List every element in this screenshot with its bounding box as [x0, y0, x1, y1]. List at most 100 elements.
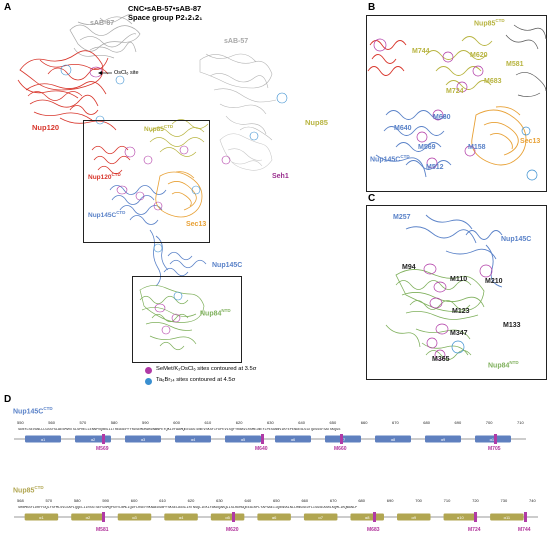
track1-number: 650 [329, 420, 337, 425]
track1-helix-label: α1 [41, 437, 46, 442]
track1-number: 610 [204, 420, 212, 425]
track1-number: 550 [17, 420, 24, 425]
m123-label: M123 [452, 308, 470, 315]
track1-marker: M660 [334, 446, 347, 452]
m744-label: M744 [412, 48, 430, 55]
track2-marker-tick [474, 512, 477, 522]
track2-marker-tick [232, 512, 235, 522]
m569-label: M569 [418, 144, 436, 151]
track1-marker: M569 [96, 446, 109, 452]
track2-marker-tick [524, 512, 527, 522]
track2-numbers: 568 570 580 590 600 610 620 630 640 650 660 670 680 6… [0, 498, 550, 506]
track2-number: 690 [386, 498, 394, 503]
m347-label: M347 [450, 330, 468, 337]
sab87-label: sAB-87 [90, 20, 115, 27]
track2-helix-label: α6 [272, 515, 277, 520]
panel-a-title: CNC•sAB-57•sAB-87 Space group P2₁2₁2₁ [128, 4, 202, 22]
track1-helix-label: α7 [341, 437, 346, 442]
track2-marker: M744 [518, 527, 531, 533]
track1-marker-tick [340, 434, 343, 444]
panel-b-frame [366, 15, 547, 192]
sec13-ribbon [155, 171, 203, 218]
track2-helix-label: α8 [365, 515, 370, 520]
track2-helix-label: α7 [318, 515, 323, 520]
nup120ctd-ribbon [91, 145, 131, 175]
m581-label: M581 [506, 61, 524, 68]
nup120ctd-name: Nup120 [88, 174, 112, 182]
track2-number: 570 [45, 498, 53, 503]
track1-marker: M640 [255, 446, 268, 452]
panel-b-nup145cctd-label: Nup145CCTD [370, 154, 410, 163]
track2-number: 590 [102, 498, 110, 503]
track1-helix-label: α9 [441, 437, 446, 442]
panel-a-title-line2: Space group P2₁2₁2₁ [128, 13, 203, 22]
panel-b-nup85-name: Nup85 [474, 20, 496, 28]
m257-label: M257 [393, 214, 411, 221]
panel-c-frame [366, 205, 547, 380]
track1-helix-label: α8 [391, 437, 396, 442]
track1-helix [475, 435, 511, 443]
track1-sequence: SDNYLSEVGNLLLGSSYSLAESMVNTSLSPRELLENNPVQ… [18, 428, 341, 432]
panel-a-inset-box-c [132, 276, 242, 363]
seh1-ribbon [219, 133, 273, 171]
nup145cctd-ribbon [109, 185, 169, 287]
sec13-label: Sec13 [186, 221, 207, 228]
m133-label: M133 [503, 322, 521, 329]
track2-number: 660 [301, 498, 309, 503]
panel-c-structure [385, 214, 503, 361]
track1-helix-label: α4 [191, 437, 196, 442]
panel-b-structure [367, 24, 547, 181]
track2-helix-label: α1 [39, 515, 44, 520]
track2-number: 630 [216, 498, 223, 503]
track2-number: 600 [130, 498, 138, 503]
track2-helix-label: α9 [412, 515, 417, 520]
track2-helix [443, 513, 478, 521]
track1-helix [275, 435, 311, 443]
m512-label: M512 [426, 164, 444, 171]
legend-ta-text: Ta₆Br₁₄ sites contoured at 4.5σ [156, 377, 236, 383]
panel-b-nup145c-name: Nup145C [370, 156, 401, 164]
track1-number: 630 [267, 420, 274, 425]
track2-number: 610 [159, 498, 166, 503]
track2-number: 620 [187, 498, 195, 503]
track2-marker: M683 [367, 527, 380, 533]
track1-title: Nup145CCTD [13, 406, 53, 415]
track1-helix-label: α2 [91, 437, 96, 442]
track2-markers: M581 M620 M683 M724 M744 [0, 527, 550, 535]
panel-c-letter: C [368, 193, 376, 204]
m158-label: M158 [468, 144, 486, 151]
track2-helix [117, 513, 152, 521]
m724-label: M724 [446, 88, 464, 95]
track1-marker-tick [494, 434, 497, 444]
panel-c-nup84-name: Nup84 [488, 362, 510, 370]
legend-semet-swatch [145, 367, 152, 374]
nup120ctd-sup: CTD [111, 172, 121, 177]
track1-helix [225, 435, 261, 443]
legend-semet-text: SeMet/K₂OsCl₆ sites contoured at 3.5σ [156, 366, 257, 372]
track1-number: 560 [48, 420, 55, 425]
panel-d-letter: D [4, 394, 12, 405]
track1-numbers: 550 560 570 580 590 600 610 620 630 640 650 660 670 6… [0, 420, 550, 428]
m683-label: M683 [484, 78, 502, 85]
track2-helix [210, 513, 245, 521]
track1-helix [25, 435, 61, 443]
track2-number: 710 [443, 498, 451, 503]
panel-b-letter: B [368, 2, 376, 13]
sab57-label: sAB-57 [224, 38, 249, 45]
track2-helix [397, 513, 431, 521]
panel-b-nup85-sup: CTD [495, 18, 505, 23]
track2-helix [164, 513, 198, 521]
panel-a-title-line1: CNC•sAB-57•sAB-87 [128, 4, 202, 13]
track1-number: 620 [235, 420, 243, 425]
track1-number: 570 [79, 420, 87, 425]
track2-helix-label: α3 [132, 515, 137, 520]
nup120-ribbon [17, 50, 117, 131]
track2-title: Nup85CTD [13, 485, 44, 494]
legend-ta-swatch [145, 378, 152, 385]
m620-label: M620 [470, 52, 488, 59]
nup85ctd-name: Nup85 [144, 126, 164, 134]
track2-number: 680 [358, 498, 366, 503]
track1-helix [175, 435, 211, 443]
track1-helix-label: α3 [141, 437, 146, 442]
track1-marker: M705 [488, 446, 501, 452]
